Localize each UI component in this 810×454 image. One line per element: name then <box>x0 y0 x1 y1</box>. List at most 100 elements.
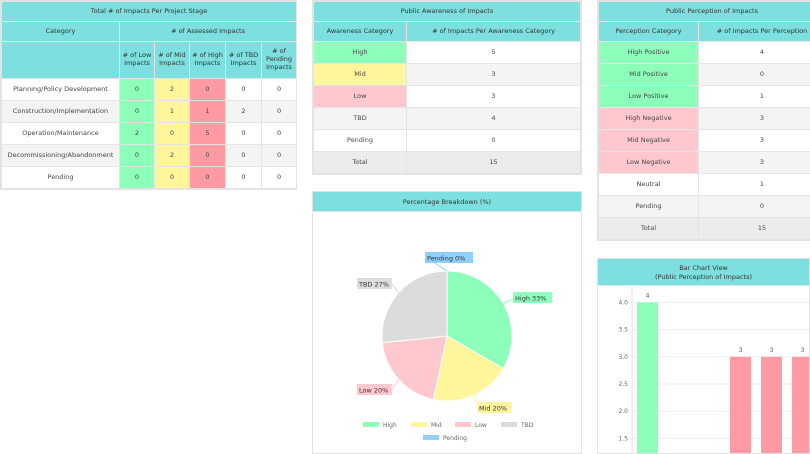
pie-data-label: Low 20% <box>359 387 388 395</box>
y-tick-label: 1.5 <box>618 435 628 442</box>
legend-label[interactable]: Mid <box>431 422 442 429</box>
impact-count: 0 <box>225 144 262 167</box>
count-cell: 1 <box>698 85 810 108</box>
table-row: High Negative 3 <box>598 107 810 130</box>
table-row: TBD 4 <box>313 107 581 130</box>
table-row: Low Positive 1 <box>598 85 810 108</box>
perception-count-header: # of Impacts Per Perception <box>698 21 810 42</box>
category-cell: Total <box>313 151 407 174</box>
impact-count: 2 <box>119 122 155 145</box>
table-row: Decommissioning/Abandonment 0 2 0 0 0 <box>1 144 298 167</box>
pie-card: Percentage Breakdown (%) High 33% Mid 20%… <box>312 191 582 454</box>
bar-value-label: 3 <box>801 347 805 354</box>
legend-swatch-tbd[interactable] <box>501 422 517 427</box>
pie-slice-low[interactable] <box>381 335 448 401</box>
impact-count: 0 <box>260 100 298 123</box>
legend-label[interactable]: High <box>383 422 397 429</box>
legend-swatch-low[interactable] <box>455 422 471 427</box>
awareness-count-header: # of Impacts Per Awareness Category <box>406 21 581 42</box>
table-row: High 5 <box>313 41 581 64</box>
stage-category: Planning/Policy Development <box>1 78 120 101</box>
stage-table-title: Total # of Impacts Per Project Stage <box>0 1 298 22</box>
category-cell: Low Negative <box>598 151 699 174</box>
table-row: Pending 0 <box>598 195 810 218</box>
category-cell: Pending <box>598 195 699 218</box>
awareness-table-card: Public Awareness of Impacts Awareness Ca… <box>312 0 582 175</box>
pie-data-label: High 33% <box>515 295 546 303</box>
awareness-category-header: Awareness Category <box>313 21 407 42</box>
legend-label[interactable]: Low <box>475 422 487 429</box>
pie-data-label: Pending 0% <box>427 255 465 263</box>
impact-count: 0 <box>225 78 262 101</box>
category-cell: Neutral <box>598 173 699 196</box>
table-row: High Positive 4 <box>598 41 810 64</box>
count-cell: 5 <box>406 41 581 64</box>
legend-swatch-mid[interactable] <box>411 422 427 427</box>
table-row: Low 3 <box>313 85 581 108</box>
bar-low-negative[interactable] <box>792 356 809 453</box>
table-row: Mid Negative 3 <box>598 129 810 152</box>
impact-count: 0 <box>154 122 190 145</box>
perception-title: Public Perception of Impacts <box>598 1 810 22</box>
legend-label[interactable]: Pending <box>443 435 467 442</box>
bar-value-label: 4 <box>646 292 650 299</box>
category-header: Category <box>1 21 120 42</box>
table-row: Total 15 <box>598 217 810 240</box>
impact-count: 0 <box>119 100 155 123</box>
table-row: Pending 0 <box>313 129 581 152</box>
category-cell: TBD <box>313 107 407 130</box>
category-cell: Low Positive <box>598 85 699 108</box>
category-cell: Low <box>313 85 407 108</box>
pie-label-bg <box>425 252 473 263</box>
stage-category: Operation/Maintenance <box>1 122 120 145</box>
pie-title: Percentage Breakdown (%) <box>313 192 581 212</box>
pie-slice-tbd[interactable] <box>381 270 448 344</box>
column-header: # of High Impacts <box>189 41 226 79</box>
count-cell: 3 <box>698 107 810 130</box>
stage-category: Decommissioning/Abandonment <box>1 144 120 167</box>
impact-count: 0 <box>260 166 298 189</box>
impact-count: 0 <box>154 166 190 189</box>
table-row: Mid 3 <box>313 63 581 86</box>
count-cell: 0 <box>406 129 581 152</box>
impact-count: 1 <box>154 100 190 123</box>
category-cell: Mid Positive <box>598 63 699 86</box>
count-cell: 0 <box>698 63 810 86</box>
impact-count: 0 <box>225 122 262 145</box>
bar-value-label: 3 <box>739 347 743 354</box>
bar-card: Bar Chart View (Public Perception of Imp… <box>597 258 810 454</box>
pie-data-label: TBD 27% <box>358 281 389 289</box>
category-cell: Mid Negative <box>598 129 699 152</box>
legend-swatch-pending[interactable] <box>423 435 439 440</box>
table-row: Construction/Implementation 0 1 1 2 0 <box>1 100 298 123</box>
impact-count: 1 <box>189 100 226 123</box>
assessed-header: # of Assessed Impacts <box>118 21 298 42</box>
category-cell: Total <box>598 217 699 240</box>
pie-leader-line <box>391 283 400 293</box>
bar-mid-negative[interactable] <box>761 356 782 453</box>
pie-slice-mid[interactable] <box>432 335 504 402</box>
column-header: # of Low Impacts <box>119 41 155 79</box>
impact-count: 0 <box>260 78 298 101</box>
count-cell: 3 <box>698 129 810 152</box>
impact-count: 0 <box>189 166 226 189</box>
count-cell: 0 <box>698 195 810 218</box>
category-cell: High <box>313 41 407 64</box>
bar-high-positive[interactable] <box>637 302 658 453</box>
legend-label[interactable]: TBD <box>520 422 534 429</box>
perception-category-header: Perception Category <box>598 21 699 42</box>
impact-count: 0 <box>260 144 298 167</box>
column-header: # of TBD Impacts <box>225 41 262 79</box>
bar-high-negative[interactable] <box>730 356 751 453</box>
category-cell: Mid <box>313 63 407 86</box>
stage-table: Total # of Impacts Per Project Stage Cat… <box>0 1 298 189</box>
stage-table-card: Total # of Impacts Per Project Stage Cat… <box>0 0 298 190</box>
count-cell: 1 <box>698 173 810 196</box>
pie-label-bg <box>357 278 392 289</box>
category-cell: Pending <box>313 129 407 152</box>
pie-slice-high[interactable] <box>446 270 513 370</box>
table-row: Total 15 <box>313 151 581 174</box>
legend-swatch-high[interactable] <box>363 422 379 427</box>
pie-label-bg <box>477 402 512 413</box>
pie-data-label: Mid 20% <box>479 405 507 413</box>
